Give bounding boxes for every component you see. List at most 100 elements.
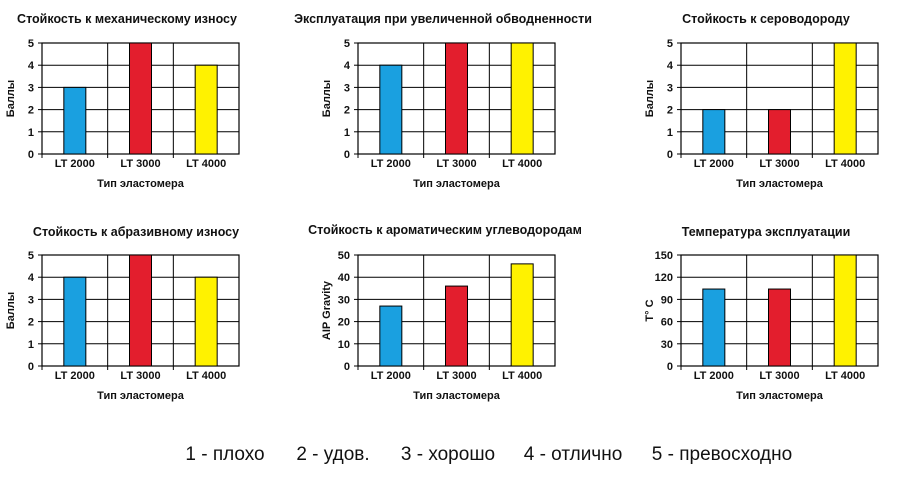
chart-6-xlabel: Тип эластомера bbox=[736, 390, 824, 402]
chart-4-bar-2 bbox=[129, 254, 152, 367]
chart-6-category-label: LT 3000 bbox=[759, 370, 799, 382]
chart-3-ytick-label: 5 bbox=[667, 38, 673, 50]
legend-item-2: 2 - удов. bbox=[296, 444, 370, 465]
chart-3-category-label: LT 3000 bbox=[759, 158, 799, 170]
chart-5-xlabel: Тип эластомера bbox=[413, 390, 501, 402]
chart-4-ytick-label: 0 bbox=[28, 361, 34, 373]
chart-6-bar-2 bbox=[768, 288, 791, 367]
chart-3-ytick-label: 3 bbox=[667, 82, 673, 94]
legend-item-1: 1 - плохо bbox=[185, 444, 265, 465]
chart-1-bar-1 bbox=[63, 86, 87, 155]
chart-2-category-label: LT 3000 bbox=[436, 158, 476, 170]
chart-3-ytick-label: 1 bbox=[667, 127, 673, 139]
chart-4-bar-3 bbox=[194, 276, 218, 367]
chart-5-ytick-label: 50 bbox=[338, 250, 350, 262]
chart-3-xlabel: Тип эластомера bbox=[736, 178, 824, 190]
chart-5-ytick-label: 0 bbox=[344, 361, 350, 373]
chart-3-ytick-label: 2 bbox=[667, 105, 673, 117]
chart-5-ytick-label: 40 bbox=[338, 272, 350, 284]
chart-1-category-label: LT 3000 bbox=[120, 158, 160, 170]
chart-3-ylabel: Баллы bbox=[644, 80, 656, 117]
chart-4-category-label: LT 3000 bbox=[120, 370, 160, 382]
chart-4-bar-1 bbox=[63, 276, 87, 367]
chart-4-ylabel: Баллы bbox=[5, 292, 17, 329]
chart-6-bar-1 bbox=[702, 288, 726, 367]
legend-item-5: 5 - превосходно bbox=[651, 444, 793, 465]
chart-6-ytick-label: 90 bbox=[661, 294, 673, 306]
chart-6-bar-3 bbox=[833, 254, 857, 367]
chart-3-ytick-label: 4 bbox=[667, 60, 674, 72]
chart-5-category-label: LT 4000 bbox=[502, 370, 542, 382]
legend-item-3: 3 - хорошо bbox=[400, 444, 496, 465]
chart-1-ytick-label: 0 bbox=[28, 149, 34, 161]
chart-2-xlabel: Тип эластомера bbox=[413, 178, 501, 190]
chart-4-ytick-label: 1 bbox=[28, 339, 34, 351]
chart-3-bar-3 bbox=[833, 42, 857, 155]
chart-3-bar-1 bbox=[702, 109, 726, 155]
chart-6-ytick-label: 60 bbox=[661, 317, 673, 329]
chart-1-bar-2 bbox=[129, 42, 152, 155]
chart-6-title: Температура эксплуатации bbox=[681, 225, 851, 239]
chart-5-category-label: LT 2000 bbox=[371, 370, 411, 382]
chart-5-ytick-label: 10 bbox=[338, 339, 350, 351]
chart-5-bar-3 bbox=[510, 263, 534, 367]
chart-6-ytick-label: 0 bbox=[667, 361, 673, 373]
chart-4-category-label: LT 4000 bbox=[186, 370, 226, 382]
chart-1-ytick-label: 1 bbox=[28, 127, 34, 139]
chart-3-category-label: LT 4000 bbox=[825, 158, 865, 170]
chart-2-ytick-label: 5 bbox=[344, 38, 350, 50]
chart-2-ytick-label: 3 bbox=[344, 82, 350, 94]
chart-3-bar-2 bbox=[768, 109, 791, 155]
chart-3-ytick-label: 0 bbox=[667, 149, 673, 161]
chart-2-category-label: LT 2000 bbox=[371, 158, 411, 170]
chart-6-ytick-label: 120 bbox=[655, 272, 673, 284]
chart-2-ytick-label: 1 bbox=[344, 127, 350, 139]
chart-4-xlabel: Тип эластомера bbox=[97, 390, 185, 402]
chart-4-ytick-label: 3 bbox=[28, 294, 34, 306]
chart-6-ylabel: T° C bbox=[644, 299, 656, 321]
chart-2-ytick-label: 0 bbox=[344, 149, 350, 161]
chart-5-ylabel: AIP Gravity bbox=[321, 280, 333, 340]
chart-4-ytick-label: 5 bbox=[28, 250, 34, 262]
chart-2-category-label: LT 4000 bbox=[502, 158, 542, 170]
chart-6-ytick-label: 30 bbox=[661, 339, 673, 351]
rating-legend: 1 - плохо 2 - удов. 3 - хорошо 4 - отлич… bbox=[0, 444, 900, 474]
chart-1-category-label: LT 2000 bbox=[55, 158, 95, 170]
chart-6-category-label: LT 4000 bbox=[825, 370, 865, 382]
chart-2-bar-1 bbox=[379, 64, 403, 155]
chart-5-title: Стойкость к ароматическим углеводородам bbox=[308, 223, 582, 237]
chart-3-category-label: LT 2000 bbox=[694, 158, 734, 170]
chart-4-title: Стойкость к абразивному износу bbox=[32, 225, 240, 239]
chart-5-ytick-label: 30 bbox=[338, 294, 350, 306]
chart-4-category-label: LT 2000 bbox=[55, 370, 95, 382]
chart-1-category-label: LT 4000 bbox=[186, 158, 226, 170]
chart-5-category-label: LT 3000 bbox=[436, 370, 476, 382]
chart-1-xlabel: Тип эластомера bbox=[97, 178, 185, 190]
chart-1-ytick-label: 5 bbox=[28, 38, 34, 50]
chart-2-ytick-label: 4 bbox=[344, 60, 351, 72]
chart-1-bar-3 bbox=[194, 64, 218, 155]
chart-2-title: Эксплуатация при увеличенной обводненнос… bbox=[294, 12, 592, 26]
chart-1-ylabel: Баллы bbox=[5, 80, 17, 117]
chart-5-ytick-label: 20 bbox=[338, 317, 350, 329]
chart-3-title: Стойкость к сероводороду bbox=[682, 12, 850, 26]
chart-1-ytick-label: 4 bbox=[28, 60, 35, 72]
chart-2-ylabel: Баллы bbox=[321, 80, 333, 117]
chart-5-bar-2 bbox=[445, 285, 468, 367]
chart-6-category-label: LT 2000 bbox=[694, 370, 734, 382]
chart-6-ytick-label: 150 bbox=[655, 250, 673, 262]
chart-5-bar-1 bbox=[379, 305, 403, 367]
chart-1-title: Стойкость к механическому износу bbox=[17, 12, 237, 26]
chart-4-ytick-label: 2 bbox=[28, 317, 34, 329]
chart-2-bar-2 bbox=[445, 42, 468, 155]
chart-4-ytick-label: 4 bbox=[28, 272, 35, 284]
legend-item-4: 4 - отлично bbox=[523, 444, 623, 465]
chart-2-bar-3 bbox=[510, 42, 534, 155]
